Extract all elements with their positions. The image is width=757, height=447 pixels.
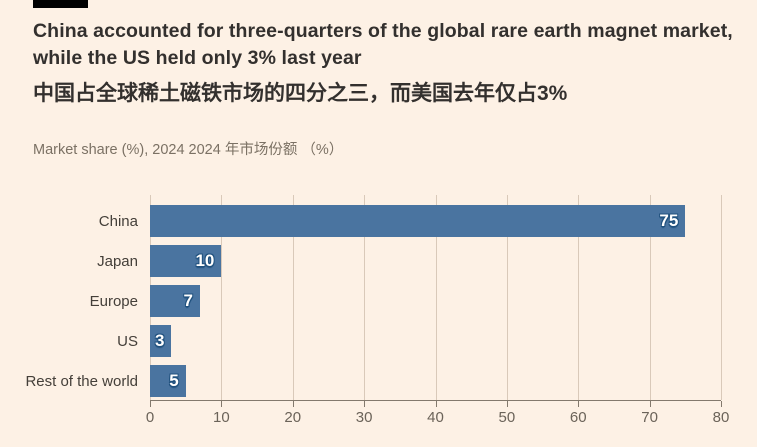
category-label: Japan [97,252,138,270]
axis-tick [292,401,294,407]
bar-value: 3 [154,331,165,350]
category-label: Europe [89,292,138,310]
gridline [506,195,508,400]
title-line-1: China accounted for three-quarters of th… [33,20,733,42]
axis-tick-label: 20 [284,409,302,426]
gridline [578,195,580,400]
axis-tick-label: 50 [498,409,516,426]
axis-tick-label: 60 [569,409,587,426]
category-label: China [98,212,138,230]
axis-tick [721,401,722,407]
page-title-chinese: 中国占全球稀土磁铁市场的四分之三，而美国去年仅占3% [33,82,568,105]
axis-tick [578,401,580,407]
axis-tick [364,401,366,407]
bar-row-japan: Japan 10 [97,241,721,281]
ft-black-tag [33,0,88,8]
axis-tick [506,401,508,407]
bar-rows: China 75 Japan 10 Europe 7 US 3 [25,201,721,401]
x-axis: 0 10 20 30 40 50 60 70 80 [146,401,729,435]
chart-subtitle: Market share (%), 2024 2024 年市场份额 （%） [33,142,344,158]
axis-tick [649,401,651,407]
bar-row-europe: Europe 7 [90,281,721,321]
bar-china: 75 [150,205,686,237]
bar-rest-of-world: 5 [150,365,186,397]
axis-tick-label: 40 [427,409,444,426]
gridline [364,195,366,400]
bar-us: 3 [150,325,172,357]
axis-tick-label: 70 [641,409,658,426]
axis-tick [221,401,223,407]
axis-tick [150,401,151,407]
bar-row-us: US 3 [117,321,721,361]
title-line-2: while the US held only 3% last year [33,47,362,69]
plot-area: China 75 Japan 10 Europe 7 US 3 [25,195,722,401]
bar-value: 5 [169,371,179,390]
gridline [721,195,722,400]
gridline [221,195,223,400]
category-label: US [117,332,138,350]
axis-tick-label: 80 [712,409,730,426]
axis-tick-label: 0 [145,409,155,426]
gridline [435,195,437,400]
bar-europe: 7 [150,285,200,317]
bar-value: 10 [195,251,215,270]
bar-japan: 10 [150,245,222,277]
axis-tick [435,401,437,407]
gridline [292,195,294,400]
page-title: China accounted for three-quarters of th… [33,18,737,72]
bar-row-rest-of-world: Rest of the world 5 [25,361,721,401]
bar-row-china: China 75 [99,201,721,241]
bar-value: 75 [659,211,679,230]
axis-tick-label: 10 [213,409,230,426]
category-label: Rest of the world [25,372,138,390]
axis-tick-label: 30 [355,409,373,426]
gridline [649,195,651,400]
bar-value: 7 [183,291,193,310]
